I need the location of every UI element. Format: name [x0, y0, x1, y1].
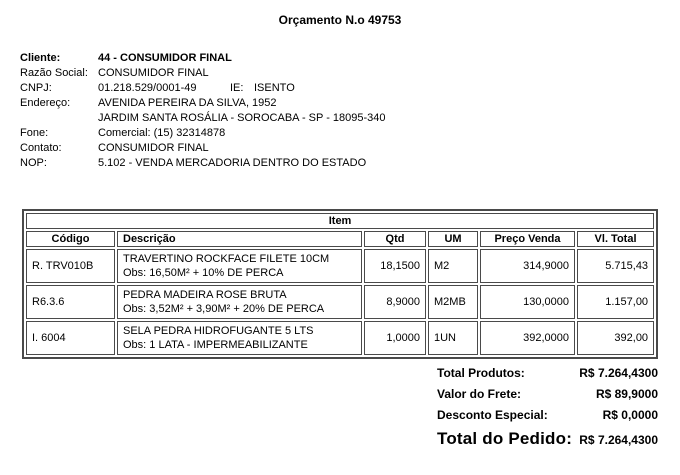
totals-block: Total Produtos: R$ 7.264,4300 Valor do F…	[437, 366, 658, 449]
client-row-fone: Fone: Comercial: (15) 32314878	[20, 126, 640, 141]
column-header-um: UM	[428, 231, 478, 247]
fone-value: Comercial: (15) 32314878	[98, 127, 226, 139]
item-vl-total: 392,00	[577, 321, 655, 355]
cnpj-label: CNPJ:	[20, 82, 52, 94]
total-pedido-label: Total do Pedido:	[437, 429, 573, 448]
item-codigo: I. 6004	[26, 321, 115, 355]
contato-label: Contato:	[20, 142, 62, 154]
item-um: M2MB	[428, 285, 478, 319]
total-produtos-row: Total Produtos: R$ 7.264,4300	[437, 366, 658, 380]
item-descricao-obs: Obs: 16,50M² + 10% DE PERCA	[123, 267, 284, 279]
column-header-preco-venda: Preço Venda	[480, 231, 575, 247]
cliente-label: Cliente:	[20, 52, 61, 64]
desconto-especial-label: Desconto Especial:	[437, 408, 548, 422]
endereco-line1: AVENIDA PEREIRA DA SILVA, 1952	[98, 97, 277, 109]
item-descricao-main: SELA PEDRA HIDROFUGANTE 5 LTS	[123, 325, 314, 337]
item-descricao-obs: Obs: 3,52M² + 3,90M² + 20% DE PERCA	[123, 303, 325, 315]
item-descricao-main: TRAVERTINO ROCKFACE FILETE 10CM	[123, 253, 330, 265]
fone-label: Fone:	[20, 127, 49, 139]
total-produtos-label: Total Produtos:	[437, 366, 525, 380]
column-header-vl-total: Vl. Total	[577, 231, 655, 247]
item-descricao-main: PEDRA MADEIRA ROSE BRUTA	[123, 289, 287, 301]
item-um: M2	[428, 249, 478, 283]
client-row-cliente: Cliente: 44 - CONSUMIDOR FINAL	[20, 51, 640, 66]
cliente-value: 44 - CONSUMIDOR FINAL	[98, 52, 232, 64]
item-um: 1UN	[428, 321, 478, 355]
total-pedido-value: R$ 7.264,4300	[579, 433, 658, 447]
item-preco-venda: 392,0000	[480, 321, 575, 355]
column-header-qtd: Qtd	[364, 231, 426, 247]
total-pedido-row: Total do Pedido: R$ 7.264,4300	[437, 429, 658, 449]
item-preco-venda: 314,9000	[480, 249, 575, 283]
table-row: R6.3.6 PEDRA MADEIRA ROSE BRUTA Obs: 3,5…	[26, 285, 655, 319]
item-qtd: 8,9000	[364, 285, 426, 319]
valor-frete-label: Valor do Frete:	[437, 387, 522, 401]
desconto-especial-value: R$ 0,0000	[602, 408, 658, 422]
ie-value: ISENTO	[254, 82, 295, 94]
item-vl-total: 1.157,00	[577, 285, 655, 319]
client-row-nop: NOP: 5.102 - VENDA MERCADORIA DENTRO DO …	[20, 156, 640, 171]
items-table-caption: Item	[26, 213, 655, 229]
column-header-descricao: Descrição	[117, 231, 362, 247]
items-table-header-row: Código Descrição Qtd UM Preço Venda Vl. …	[26, 231, 655, 247]
item-descricao: TRAVERTINO ROCKFACE FILETE 10CM Obs: 16,…	[117, 249, 362, 283]
endereco-value: AVENIDA PEREIRA DA SILVA, 1952 JARDIM SA…	[98, 96, 386, 126]
endereco-line2: JARDIM SANTA ROSÁLIA - SOROCABA - SP - 1…	[98, 112, 386, 124]
ie-label: IE:	[230, 82, 244, 94]
item-codigo: R. TRV010B	[26, 249, 115, 283]
nop-value: 5.102 - VENDA MERCADORIA DENTRO DO ESTAD…	[98, 157, 367, 169]
item-qtd: 1,0000	[364, 321, 426, 355]
table-row: I. 6004 SELA PEDRA HIDROFUGANTE 5 LTS Ob…	[26, 321, 655, 355]
client-row-razao-social: Razão Social: CONSUMIDOR FINAL	[20, 66, 640, 81]
total-produtos-value: R$ 7.264,4300	[579, 366, 658, 380]
client-row-contato: Contato: CONSUMIDOR FINAL	[20, 141, 640, 156]
client-row-endereco: Endereço: AVENIDA PEREIRA DA SILVA, 1952…	[20, 96, 640, 126]
cnpj-value: 01.218.529/0001-49	[98, 82, 197, 94]
contato-value: CONSUMIDOR FINAL	[98, 142, 209, 154]
item-descricao: PEDRA MADEIRA ROSE BRUTA Obs: 3,52M² + 3…	[117, 285, 362, 319]
desconto-especial-row: Desconto Especial: R$ 0,0000	[437, 408, 658, 422]
table-row: R. TRV010B TRAVERTINO ROCKFACE FILETE 10…	[26, 249, 655, 283]
column-header-codigo: Código	[26, 231, 115, 247]
razao-social-label: Razão Social:	[20, 67, 88, 79]
item-descricao-obs: Obs: 1 LATA - IMPERMEABILIZANTE	[123, 339, 308, 351]
item-vl-total: 5.715,43	[577, 249, 655, 283]
page-title: Orçamento N.o 49753	[278, 13, 402, 27]
client-row-cnpj: CNPJ: 01.218.529/0001-49 IE: ISENTO	[20, 81, 640, 96]
item-descricao: SELA PEDRA HIDROFUGANTE 5 LTS Obs: 1 LAT…	[117, 321, 362, 355]
endereco-label: Endereço:	[20, 97, 71, 109]
valor-frete-row: Valor do Frete: R$ 89,9000	[437, 387, 658, 401]
item-codigo: R6.3.6	[26, 285, 115, 319]
items-table-caption-row: Item	[26, 213, 655, 229]
item-qtd: 18,1500	[364, 249, 426, 283]
razao-social-value: CONSUMIDOR FINAL	[98, 67, 209, 79]
valor-frete-value: R$ 89,9000	[595, 387, 658, 401]
nop-label: NOP:	[20, 157, 47, 169]
client-info-block: Cliente: 44 - CONSUMIDOR FINAL Razão Soc…	[20, 51, 640, 171]
item-preco-venda: 130,0000	[480, 285, 575, 319]
items-table: Item Código Descrição Qtd UM Preço Venda…	[22, 209, 659, 359]
